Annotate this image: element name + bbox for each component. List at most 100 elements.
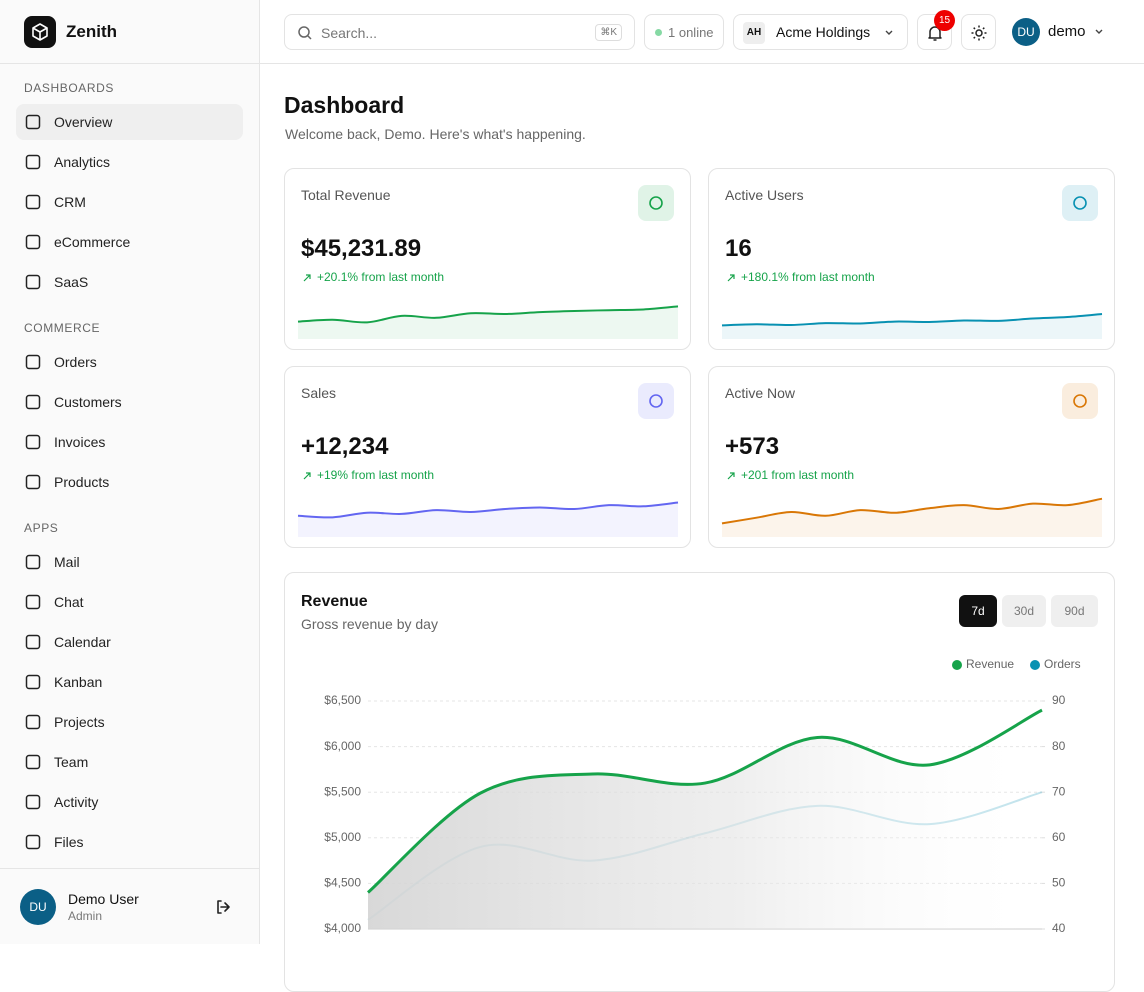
nav-item[interactable]: Products [16, 464, 243, 500]
nav-item[interactable]: CRM [16, 184, 243, 220]
nav-item[interactable]: Chat [16, 584, 243, 620]
icon-shape [25, 394, 41, 410]
icon-shape [25, 794, 41, 810]
nav-label: Mail [54, 554, 80, 570]
top-avatar[interactable]: DU [1012, 18, 1040, 46]
y-tick-label: $6,000 [324, 739, 361, 753]
nav-item[interactable]: Customers [16, 384, 243, 420]
nav-item[interactable]: Mail [16, 544, 243, 580]
nav-item[interactable]: Overview [16, 104, 243, 140]
nav-label: Calendar [54, 634, 111, 650]
card-icon [1062, 383, 1098, 419]
chart-subtitle: Gross revenue by day [301, 616, 438, 632]
nav-item[interactable]: SaaS [16, 264, 243, 300]
card-title: Active Users [725, 187, 804, 203]
trend-arrow [303, 472, 311, 480]
nav-icon [25, 554, 41, 570]
nav-item[interactable]: Orders [16, 344, 243, 380]
nav-item[interactable]: Projects [16, 704, 243, 740]
brand: Zenith [0, 0, 259, 64]
card-title: Total Revenue [301, 187, 391, 203]
org-badge: AH [743, 22, 765, 44]
y2-tick-label: 40 [1052, 921, 1066, 935]
icon-shape [25, 834, 41, 850]
card-value: +12,234 [301, 433, 389, 460]
y2-tick-label: 80 [1052, 739, 1066, 753]
page-title: Dashboard [284, 92, 405, 118]
y2-tick-label: 50 [1052, 876, 1066, 890]
user-avatar: DU [20, 889, 56, 925]
icon-shape [649, 394, 663, 408]
y2-tick-label: 90 [1052, 693, 1066, 707]
card-change: +201 from last month [741, 468, 855, 482]
nav-label: Team [54, 754, 89, 770]
nav-item[interactable]: Calendar [16, 624, 243, 660]
nav-item[interactable]: Team [16, 744, 243, 780]
card-icon-glyph [1073, 394, 1087, 408]
online-pill: 1 online [644, 14, 724, 50]
y-tick-label: $6,500 [324, 693, 361, 707]
y-tick-label: $5,000 [324, 830, 361, 844]
nav-icon [25, 234, 41, 250]
sparkline [297, 305, 679, 339]
card-value: +573 [725, 433, 780, 460]
card-icon-glyph [1073, 196, 1087, 210]
card-icon [1062, 185, 1098, 221]
nav-label: Overview [54, 114, 113, 130]
org-switcher[interactable]: AH Acme Holdings [733, 14, 908, 50]
legend-label: Revenue [966, 657, 1014, 671]
icon-shape [25, 114, 41, 130]
nav-label: Products [54, 474, 110, 490]
icon-shape [25, 274, 41, 290]
arrow-shape [727, 472, 735, 480]
logout-button[interactable] [214, 898, 232, 916]
nav-item[interactable]: Invoices [16, 424, 243, 460]
sidebar: Zenith DASHBOARDS Overview Analytics CRM eCo… [0, 0, 260, 944]
nav-item[interactable]: eCommerce [16, 224, 243, 260]
search-box[interactable]: Search... ⌘K [284, 14, 635, 50]
range-button[interactable]: 90d [1051, 595, 1098, 627]
topbar: Search... ⌘K 1 online AH Acme Holdings 1… [260, 0, 1144, 64]
nav-item[interactable]: Activity [16, 784, 243, 820]
nav-icon [25, 434, 41, 450]
area [368, 710, 1042, 929]
sparkline-area [298, 502, 678, 537]
nav-icon [25, 754, 41, 770]
arrow-shape [303, 472, 311, 480]
range-button[interactable]: 7d [959, 595, 997, 627]
card-icon [638, 185, 674, 221]
nav-label: Files [54, 834, 84, 850]
sparkline-line [297, 305, 679, 324]
nav-label: Customers [54, 394, 122, 410]
icon-shape [25, 154, 41, 170]
y2-tick-label: 60 [1052, 830, 1066, 844]
y-tick-label: $5,500 [324, 784, 361, 798]
icon-shape [25, 474, 41, 490]
nav-item[interactable]: Analytics [16, 144, 243, 180]
icon-shape [25, 354, 41, 370]
range-button[interactable]: 30d [1002, 595, 1046, 627]
icon-shape [649, 196, 663, 210]
trend-arrow [727, 274, 735, 282]
arrow-shape [727, 274, 735, 282]
y-tick-label: $4,500 [324, 876, 361, 890]
arrow-shape [303, 274, 311, 282]
sparkline [721, 497, 1103, 537]
theme-toggle[interactable] [961, 14, 996, 50]
nav-icon [25, 794, 41, 810]
nav-item[interactable]: Kanban [16, 664, 243, 700]
search-icon [298, 26, 312, 40]
chevron [1095, 29, 1103, 34]
nav-label: Chat [54, 594, 84, 610]
icon-shape [25, 674, 41, 690]
legend-marker [1030, 660, 1040, 670]
nav-icon [25, 714, 41, 730]
legend-label: Orders [1044, 657, 1081, 671]
card-title: Active Now [725, 385, 796, 401]
top-user[interactable]: demo [1048, 23, 1086, 40]
card-change: +180.1% from last month [741, 270, 875, 284]
stat-card: Active Now +573 +201 from last month [708, 366, 1115, 548]
trend-arrow [303, 274, 311, 282]
series-line [367, 708, 1043, 894]
nav-item[interactable]: Files [16, 824, 243, 860]
